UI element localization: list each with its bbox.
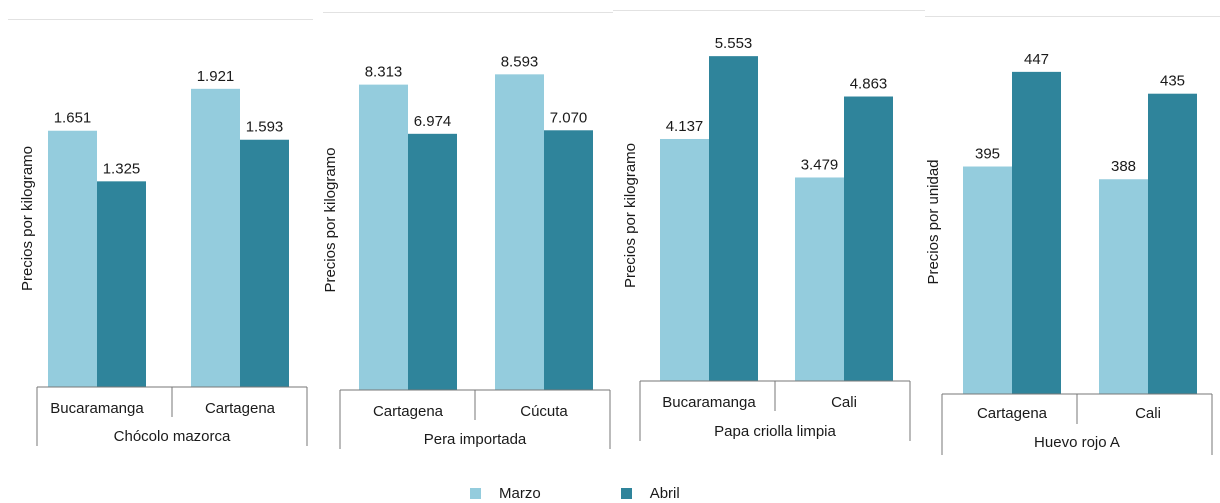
group-label: Papa criolla limpia — [714, 423, 836, 440]
legend: Marzo Abril — [470, 484, 760, 503]
data-label: 435 — [1160, 73, 1185, 90]
panel-frame-2 — [323, 12, 613, 13]
group-label: Pera importada — [424, 431, 527, 448]
bar-abril-cartagena — [408, 133, 457, 390]
panel-frame-4 — [925, 16, 1220, 17]
data-label: 395 — [975, 146, 1000, 163]
category-label: Cali — [831, 394, 857, 411]
category-label: Cúcuta — [520, 403, 568, 420]
panel-frame-1 — [8, 19, 313, 20]
legend-label-marzo: Marzo — [499, 485, 541, 502]
y-axis-label: Precios por unidad — [925, 159, 942, 284]
y-axis-label: Precios por kilogramo — [19, 146, 36, 291]
category-label: Cartagena — [205, 400, 276, 417]
data-label: 447 — [1024, 51, 1049, 68]
bar-abril-cartagena — [1012, 71, 1061, 395]
bar-marzo-bucaramanga — [48, 130, 97, 387]
bar-marzo-cartagena — [191, 88, 240, 387]
data-label: 1.325 — [103, 160, 141, 177]
category-label: Bucaramanga — [662, 394, 756, 411]
data-label: 1.651 — [54, 110, 92, 127]
y-axis-label: Precios por kilogramo — [322, 147, 339, 292]
group-label: Chócolo mazorca — [114, 428, 231, 445]
bar-abril-cali — [844, 96, 893, 382]
bar-marzo-cartagena — [963, 166, 1012, 394]
bar-abril-bucaramanga — [709, 56, 758, 381]
bar-marzo-cúcuta — [495, 74, 544, 390]
data-label: 388 — [1111, 158, 1136, 175]
data-label: 8.313 — [365, 64, 403, 81]
category-label: Cartagena — [373, 403, 444, 420]
bar-marzo-cali — [795, 177, 844, 381]
data-label: 7.070 — [550, 109, 588, 126]
data-label: 1.593 — [246, 119, 284, 136]
legend-item-abril: Abril — [620, 485, 680, 502]
bar-abril-cúcuta — [544, 130, 593, 391]
bar-marzo-cali — [1099, 179, 1148, 394]
bar-marzo-bucaramanga — [660, 138, 709, 381]
bar-abril-bucaramanga — [97, 181, 146, 387]
bar-marzo-cartagena — [359, 84, 408, 391]
category-label: Bucaramanga — [50, 400, 144, 417]
data-label: 6.974 — [414, 113, 452, 130]
data-label: 5.553 — [715, 35, 753, 52]
data-label: 8.593 — [501, 53, 539, 70]
legend-item-marzo: Marzo — [470, 485, 541, 502]
bar-abril-cali — [1148, 93, 1197, 394]
category-label: Cartagena — [977, 405, 1048, 422]
legend-swatch-marzo — [470, 488, 481, 499]
category-label: Cali — [1135, 405, 1161, 422]
data-label: 4.863 — [850, 76, 888, 93]
data-label: 4.137 — [666, 118, 704, 135]
bar-abril-cartagena — [240, 139, 289, 387]
y-axis-label: Precios por kilogramo — [622, 143, 639, 288]
panel-frame-3 — [613, 10, 925, 11]
legend-swatch-abril — [620, 488, 632, 499]
data-label: 3.479 — [801, 156, 839, 173]
group-label: Huevo rojo A — [1034, 434, 1120, 451]
legend-label-abril: Abril — [649, 485, 680, 502]
data-label: 1.921 — [197, 68, 235, 85]
